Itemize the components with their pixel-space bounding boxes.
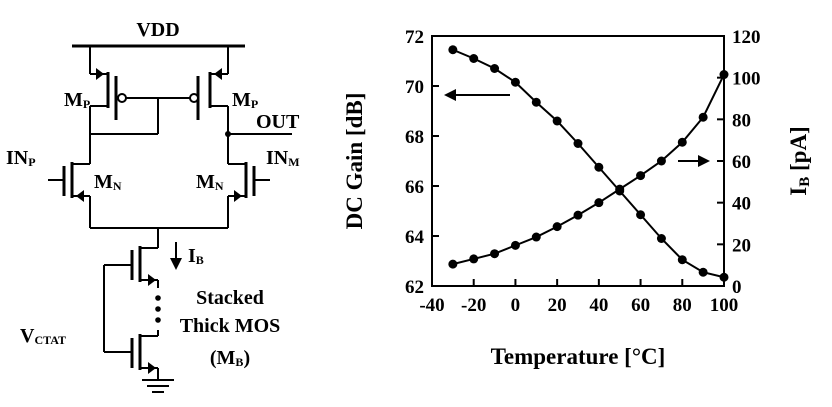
x-tick-label: -40 xyxy=(419,295,444,316)
series-layer xyxy=(448,45,729,282)
dc-gain-data-point xyxy=(677,255,687,265)
x-tick-label: 0 xyxy=(511,295,521,316)
ib-axis-indicator-arrow-icon xyxy=(698,155,710,167)
ib-data-point xyxy=(636,171,646,181)
y-right-tick-label: 40 xyxy=(732,194,751,215)
mb-bottom-arrow-icon xyxy=(148,362,156,374)
y-left-tick-label: 64 xyxy=(405,227,425,248)
ib-data-point xyxy=(594,198,604,208)
thick-mos-label: Thick MOS xyxy=(180,315,281,337)
y-right-tick-label: 120 xyxy=(732,27,761,48)
ib-data-point xyxy=(469,254,479,264)
mn-left-label: MN xyxy=(94,171,122,193)
x-tick-label: 60 xyxy=(631,295,650,316)
y-right-axis-ticks: 0 20 40 60 80 100 120 xyxy=(717,27,761,298)
x-tick-label: 80 xyxy=(673,295,692,316)
ib-data-point xyxy=(531,232,541,242)
y-left-tick-label: 62 xyxy=(405,277,424,298)
ib-data-point xyxy=(448,259,458,269)
dc-gain-data-point xyxy=(698,267,708,277)
y-right-tick-label: 20 xyxy=(732,235,751,256)
mp-left-label: MP xyxy=(64,89,90,111)
dc-gain-data-point xyxy=(510,77,520,87)
mn-right-label: MN xyxy=(196,171,224,193)
mp-right-label: MP xyxy=(232,89,258,111)
y-left-tick-label: 72 xyxy=(405,27,424,48)
y-left-tick-label: 66 xyxy=(405,177,424,198)
gain-axis-indicator-arrow-icon xyxy=(444,89,456,101)
y-right-tick-label: 60 xyxy=(732,152,751,173)
x-tick-label: 20 xyxy=(548,295,567,316)
out-label: OUT xyxy=(256,111,300,133)
chart: -40 -20 0 20 40 60 80 100 62 64 66 68 70 72 0 20 40 60 8… xyxy=(342,27,813,369)
dc-gain-data-point xyxy=(636,210,646,220)
dc-gain-data-point xyxy=(594,162,604,172)
y-left-tick-label: 68 xyxy=(405,127,424,148)
ib-current-arrow-icon xyxy=(170,258,182,270)
dc-gain-data-point xyxy=(552,116,562,126)
y-left-axis-ticks: 62 64 66 68 70 72 xyxy=(405,27,439,298)
x-axis-title: Temperature [°C] xyxy=(491,344,666,369)
ib-data-point xyxy=(719,70,729,80)
dc-gain-series-line xyxy=(452,48,725,279)
nmos-left-arrow-icon xyxy=(76,190,84,202)
y-left-axis-title: DC Gain [dB] xyxy=(342,93,367,230)
dc-gain-data-point xyxy=(531,97,541,107)
y-right-tick-label: 0 xyxy=(732,277,742,298)
stack-dot xyxy=(155,306,161,312)
vdd-label: VDD xyxy=(136,19,179,41)
dc-gain-data-point xyxy=(573,139,583,148)
ib-data-point xyxy=(552,222,562,232)
stack-dot xyxy=(155,317,161,323)
output-node-dot xyxy=(225,131,231,137)
circuit-markers xyxy=(76,68,242,374)
dc-gain-data-point xyxy=(719,272,729,282)
mb-top-arrow-icon xyxy=(148,274,156,286)
dc-gain-data-point xyxy=(490,64,500,73)
inm-label: INM xyxy=(266,147,300,169)
pmos-left-arrow-icon xyxy=(96,68,104,80)
ib-data-point xyxy=(615,184,625,194)
x-tick-label: -20 xyxy=(461,295,486,316)
nmos-right-arrow-icon xyxy=(234,190,242,202)
pmos-right-arrow-icon xyxy=(214,68,222,80)
stack-dot xyxy=(155,295,161,301)
y-left-tick-label: 70 xyxy=(405,77,424,98)
ib-data-point xyxy=(656,156,666,166)
ib-data-point xyxy=(573,210,583,220)
dc-gain-data-point xyxy=(656,234,666,243)
inp-label: INP xyxy=(6,147,36,169)
ib-data-point xyxy=(510,240,520,250)
x-axis-ticks: -40 -20 0 20 40 60 80 100 xyxy=(419,279,738,316)
ib-label: IB xyxy=(188,245,204,267)
y-right-tick-label: 100 xyxy=(732,69,761,90)
x-tick-label: 100 xyxy=(710,295,739,316)
vctat-label: VCTAT xyxy=(20,325,66,347)
mb-label: (MB) xyxy=(210,347,250,369)
ib-data-point xyxy=(698,112,708,122)
dc-gain-data-point xyxy=(469,54,479,63)
ib-data-point xyxy=(490,249,500,259)
ib-data-point xyxy=(677,137,687,147)
dc-gain-data-point xyxy=(448,45,458,55)
ib-series-line xyxy=(452,74,725,266)
series-axis-indicators xyxy=(444,89,710,167)
y-right-tick-label: 80 xyxy=(732,110,751,131)
stacked-label: Stacked xyxy=(196,287,264,309)
x-tick-label: 40 xyxy=(589,295,608,316)
y-right-axis-title: IB [pA] xyxy=(786,126,813,195)
